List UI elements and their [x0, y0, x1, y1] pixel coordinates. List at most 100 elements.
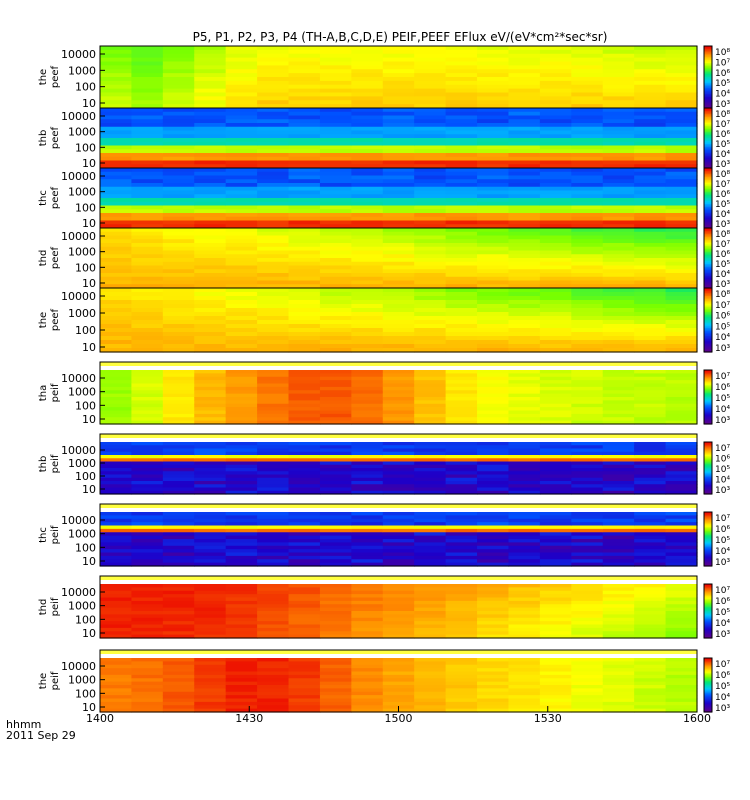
heatmap-cell: [225, 138, 258, 143]
heatmap-cell: [288, 539, 321, 543]
heatmap-cell: [414, 296, 447, 301]
heatmap-cell: [288, 126, 321, 132]
heatmap-cell: [634, 584, 667, 588]
colorbar-segment: [704, 589, 712, 592]
heatmap-cell: [225, 477, 258, 482]
heatmap-cell: [477, 386, 510, 391]
colorbar-segment: [704, 255, 712, 258]
heatmap-cell: [665, 559, 698, 564]
colorbar-label: 10⁴: [715, 333, 730, 343]
heatmap-cell: [414, 587, 447, 592]
heatmap-cell: [382, 458, 415, 463]
heatmap-cell: [571, 464, 604, 469]
heatmap-cell: [100, 328, 133, 333]
heatmap-cell: [477, 705, 510, 710]
heatmap-cell: [257, 312, 290, 317]
heatmap-cell: [445, 562, 478, 567]
heatmap-cell: [288, 458, 321, 463]
heatmap-cell: [634, 216, 667, 222]
colorbar-segment: [704, 471, 712, 474]
colorbar-segment: [704, 299, 712, 302]
heatmap-cell: [288, 442, 321, 446]
heatmap-cell: [602, 380, 635, 385]
heatmap-cell: [257, 92, 290, 97]
heatmap-cell: [539, 216, 572, 222]
heatmap-cell: [571, 487, 604, 492]
colorbar-segment: [704, 92, 712, 95]
colorbar-segment: [704, 271, 712, 274]
heatmap-cell: [194, 80, 227, 86]
heatmap-cell: [100, 304, 133, 309]
heatmap-cell: [131, 607, 164, 612]
colorbar-segment: [704, 660, 712, 663]
heatmap-cell: [539, 487, 572, 492]
heatmap-cell: [665, 160, 698, 165]
heatmap-cell: [414, 96, 447, 101]
heatmap-cell: [571, 370, 604, 374]
heatmap-cell: [225, 664, 258, 669]
y-tick-label: 100: [75, 399, 96, 412]
heatmap-cell: [477, 213, 510, 218]
heatmap-cell: [194, 678, 227, 683]
heatmap-cell: [539, 186, 572, 192]
colorbar-segment: [704, 94, 712, 97]
heatmap-cell: [539, 490, 572, 495]
heatmap-cell: [319, 111, 352, 117]
heatmap-cell: [571, 614, 604, 619]
heatmap-cell: [257, 539, 290, 543]
heatmap-cell: [539, 481, 572, 485]
heatmap-cell: [602, 265, 635, 270]
x-tick-label: 1600: [683, 712, 711, 725]
heatmap-cell: [257, 239, 290, 244]
heatmap-cell: [602, 348, 635, 353]
heatmap-cell: [319, 701, 352, 706]
heatmap-cell: [288, 590, 321, 595]
heatmap-cell: [351, 312, 384, 317]
heatmap-cell: [162, 149, 195, 154]
heatmap-cell: [131, 134, 164, 139]
colorbar-segment: [704, 415, 712, 418]
heatmap-cell: [414, 445, 447, 450]
heatmap-cell: [539, 380, 572, 385]
heatmap-cell: [257, 145, 290, 150]
heatmap-cell: [100, 590, 133, 595]
heatmap-cell: [194, 658, 227, 662]
heatmap-cell: [634, 370, 667, 374]
colorbar-segment: [704, 491, 712, 494]
heatmap-cell: [508, 156, 541, 162]
colorbar-label: 10⁴: [715, 150, 730, 160]
heatmap-cell: [288, 316, 321, 321]
colorbar-segment: [704, 473, 712, 476]
colorbar-segment: [704, 553, 712, 556]
heatmap-cell: [131, 611, 164, 615]
heatmap-cell: [477, 607, 510, 612]
heatmap-cell: [131, 324, 164, 329]
heatmap-cell: [445, 179, 478, 184]
heatmap-cell: [288, 145, 321, 150]
heatmap-cell: [162, 126, 195, 132]
heatmap-cell: [257, 484, 290, 489]
heatmap-cell: [162, 145, 195, 150]
heatmap-cell: [351, 417, 384, 422]
heatmap-cell: [414, 611, 447, 615]
heatmap-cell: [351, 231, 384, 237]
heatmap-cell: [131, 681, 164, 686]
heatmap-cell: [131, 340, 164, 345]
heatmap-cell: [539, 288, 572, 293]
heatmap-cell: [445, 73, 478, 78]
heatmap-cell: [131, 209, 164, 214]
heatmap-cell: [414, 220, 447, 225]
heatmap-cell: [288, 205, 321, 210]
heatmap-cell: [477, 96, 510, 101]
heatmap-cell: [194, 584, 227, 588]
heatmap-cell: [445, 698, 478, 703]
heatmap-cell: [571, 220, 604, 225]
colorbar-segment: [704, 183, 712, 186]
heatmap-cell: [602, 65, 635, 70]
heatmap-cell: [382, 183, 415, 188]
heatmap-cell: [539, 461, 572, 466]
heatmap-cell: [602, 198, 635, 203]
heatmap-cell: [665, 156, 698, 162]
heatmap-cell: [571, 705, 604, 710]
colorbar-segment: [704, 345, 712, 348]
